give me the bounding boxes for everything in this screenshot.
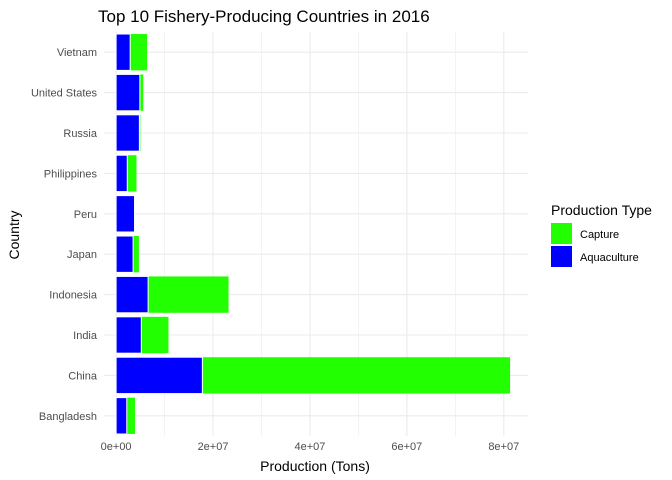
bar-capture-china — [202, 357, 511, 394]
bar-aquaculture-vietnam — [115, 33, 131, 71]
chart-title: Top 10 Fishery-Producing Countries in 20… — [98, 7, 430, 26]
legend-title: Production Type — [551, 202, 652, 218]
legend-key-aquaculture — [551, 246, 572, 267]
bar-capture-japan — [133, 236, 139, 273]
bar-aquaculture-peru — [115, 195, 136, 233]
legend-key-capture — [551, 223, 572, 244]
legend-label-capture: Capture — [580, 229, 619, 241]
bar-aquaculture-russia — [115, 114, 140, 152]
bar-capture-bangladesh — [126, 397, 136, 434]
x-axis-title: Production (Tons) — [260, 458, 370, 474]
bar-aquaculture-indonesia — [115, 275, 149, 314]
y-axis-title: Country — [6, 210, 22, 259]
bar-capture-philippines — [127, 155, 137, 192]
y-tick-label: Philippines — [44, 168, 98, 180]
x-tick-label: 4e+07 — [294, 441, 325, 453]
bar-capture-united-states — [139, 74, 144, 111]
y-tick-label: Indonesia — [49, 290, 98, 302]
x-tick-label: 2e+07 — [198, 441, 229, 453]
legend-label-aquaculture: Aquaculture — [580, 252, 639, 264]
y-tick-label: Japan — [67, 249, 97, 261]
bar-capture-india — [141, 316, 169, 354]
x-tick-label: 6e+07 — [391, 441, 422, 453]
bar-aquaculture-india — [115, 316, 142, 354]
y-tick-label: Bangladesh — [39, 411, 97, 423]
bar-aquaculture-china — [115, 356, 203, 395]
x-tick-label: 0e+00 — [101, 441, 132, 453]
bar-aquaculture-japan — [115, 235, 134, 273]
y-tick-label: India — [73, 330, 98, 342]
bar-aquaculture-philippines — [115, 154, 128, 193]
bars — [115, 33, 511, 435]
y-tick-label: Russia — [63, 128, 98, 140]
bar-capture-vietnam — [130, 34, 148, 71]
bar-capture-indonesia — [148, 276, 229, 313]
y-tick-label: China — [68, 370, 98, 382]
y-tick-label: Peru — [74, 209, 97, 221]
x-tick-labels: 0e+00 2e+07 4e+07 6e+07 8e+07 — [101, 441, 520, 453]
bar-aquaculture-bangladesh — [115, 397, 128, 435]
y-tick-label: United States — [31, 88, 98, 100]
legend: Production Type Capture Aquaculture — [551, 202, 652, 267]
x-tick-label: 8e+07 — [488, 441, 519, 453]
bar-aquaculture-united-states — [115, 73, 141, 112]
y-tick-label: Vietnam — [57, 47, 97, 59]
y-tick-labels: Bangladesh China India Indonesia Japan Peru Ph… — [31, 47, 98, 423]
